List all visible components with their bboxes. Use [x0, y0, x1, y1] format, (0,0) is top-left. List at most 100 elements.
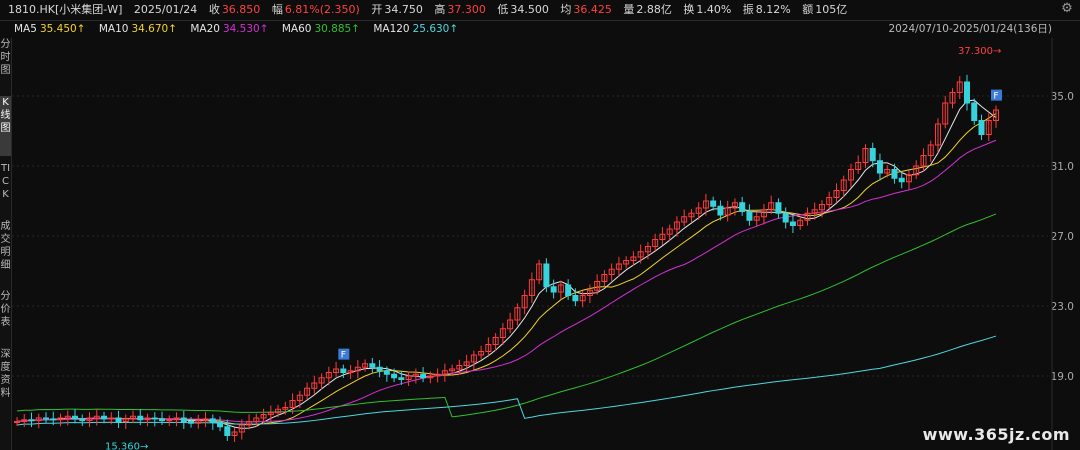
candle-body	[905, 174, 912, 183]
event-marker	[991, 89, 1002, 101]
candle-body	[543, 263, 550, 288]
ma10-line	[16, 113, 997, 426]
candle-body	[296, 394, 303, 401]
candle-body	[50, 418, 57, 421]
candle-body	[840, 179, 847, 191]
candle-body	[637, 251, 644, 258]
tab-trades[interactable]: 成交明细	[0, 221, 11, 271]
tab-kline[interactable]: K线图	[0, 96, 11, 156]
candle-body	[79, 418, 86, 422]
candle-body	[586, 289, 593, 296]
candle-body	[507, 319, 514, 330]
candle-body	[391, 373, 398, 379]
tab-price-table[interactable]: 分价表	[0, 291, 11, 328]
candle-body	[340, 368, 347, 373]
candle-body	[615, 263, 622, 270]
high-marker-label: 37.300→	[958, 46, 1001, 57]
ma10-value: 34.670↑	[131, 23, 177, 35]
ma120-label: MA120	[373, 23, 410, 35]
low-value: 34.500	[510, 3, 549, 16]
change-label: 幅	[271, 3, 283, 16]
candle-body	[122, 418, 129, 422]
turnover-value: 1.40%	[696, 3, 732, 16]
candle-body	[238, 424, 245, 433]
candle-body	[710, 200, 717, 207]
watermark: www.365jz.com	[922, 425, 1070, 444]
gear-icon[interactable]: ⚙	[1061, 1, 1073, 16]
candle-body	[695, 207, 702, 214]
candle-body	[521, 295, 528, 309]
candle-body	[485, 344, 492, 352]
ma120-line	[16, 335, 997, 426]
tab-depth[interactable]: 深度资料	[0, 349, 11, 399]
candle-body	[499, 328, 506, 338]
tab-tick[interactable]: TICK	[0, 163, 11, 200]
candle-body	[137, 415, 144, 421]
volume-label: 量	[623, 3, 635, 16]
open-value: 34.750	[384, 3, 423, 16]
candle-body	[775, 202, 782, 214]
candle-body	[934, 123, 941, 146]
candle-body	[782, 212, 789, 223]
candle-body	[64, 415, 71, 419]
candle-body	[180, 417, 187, 422]
candle-body	[963, 81, 970, 104]
avg-value: 36.425	[573, 3, 612, 16]
candle-body	[862, 148, 869, 163]
candle-body	[630, 256, 637, 261]
close-value: 36.850	[221, 3, 261, 16]
candle-body	[898, 177, 905, 183]
date-range[interactable]: 2024/07/10-2025/01/24(136日)	[888, 23, 1052, 35]
candle-body	[151, 417, 158, 420]
candle-body	[818, 204, 825, 211]
candle-body	[942, 102, 949, 125]
candle-body	[470, 354, 477, 363]
candle-body	[21, 419, 28, 422]
candle-body	[993, 109, 999, 121]
event-marker-label: F	[341, 351, 346, 361]
candle-body	[804, 212, 811, 221]
quote-date: 2025/01/24	[133, 3, 198, 16]
ma20-line	[16, 139, 997, 423]
candle-body	[195, 420, 202, 424]
low-marker-label: 15.360→	[105, 442, 148, 450]
candle-body	[354, 366, 361, 372]
candle-body	[420, 373, 427, 379]
candle-body	[72, 415, 79, 420]
candle-body	[202, 418, 209, 422]
candle-body	[688, 212, 695, 218]
volume-value: 2.88亿	[636, 3, 672, 16]
candle-body	[927, 144, 934, 156]
candle-body	[673, 221, 680, 230]
candle-body	[333, 368, 340, 373]
candle-body	[869, 148, 876, 162]
close-label: 收	[208, 3, 220, 16]
candle-body	[412, 373, 419, 377]
candle-body	[318, 377, 325, 384]
candle-body	[811, 209, 818, 214]
candle-body	[789, 221, 796, 226]
candle-body	[572, 295, 579, 302]
candle-body	[985, 120, 992, 135]
candle-body	[14, 421, 20, 423]
candle-body	[746, 211, 753, 221]
ma20-value: 34.530↑	[222, 23, 269, 35]
y-tick-label: 31.0	[1051, 161, 1074, 173]
candle-body	[253, 417, 260, 422]
candle-body	[978, 120, 985, 135]
candle-body	[644, 246, 651, 253]
candle-body	[768, 202, 775, 211]
y-tick-label: 35.0	[1051, 91, 1074, 103]
turnover-label: 换	[683, 3, 695, 16]
candle-body	[224, 426, 231, 436]
tab-intraday[interactable]: 分时图	[0, 39, 11, 76]
candle-body	[536, 263, 543, 281]
amplitude-label: 振	[742, 3, 754, 16]
avg-label: 均	[560, 3, 572, 16]
stock-code-name: 1810.HK[小米集团-W]	[8, 3, 123, 16]
candle-body	[282, 407, 289, 410]
amplitude-value: 8.12%	[755, 3, 791, 16]
candle-body	[35, 417, 42, 422]
candle-body	[891, 169, 898, 179]
